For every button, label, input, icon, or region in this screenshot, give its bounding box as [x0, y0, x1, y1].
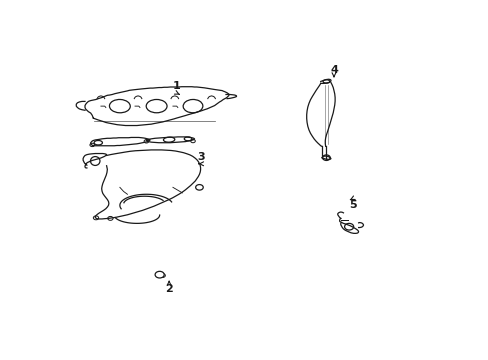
Circle shape — [155, 271, 164, 278]
Text: 2: 2 — [165, 284, 173, 293]
Circle shape — [195, 185, 203, 190]
Text: 1: 1 — [172, 81, 180, 91]
Text: 4: 4 — [329, 64, 337, 75]
Text: 5: 5 — [348, 201, 356, 210]
Text: 3: 3 — [197, 152, 205, 162]
